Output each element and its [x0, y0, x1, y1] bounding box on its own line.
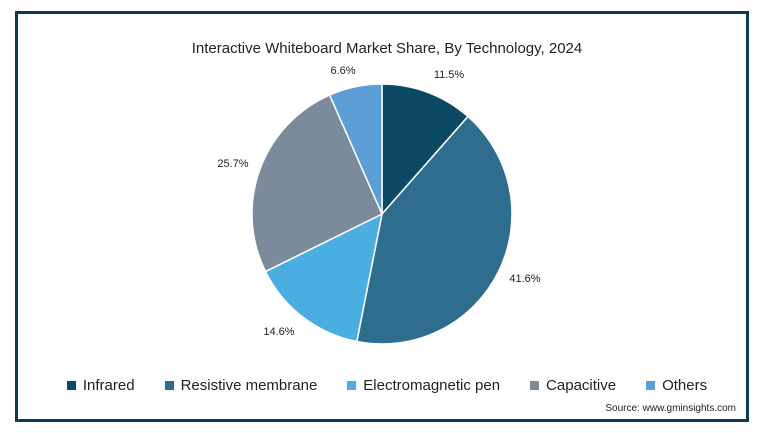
legend-label-others: Others — [662, 377, 708, 394]
legend-item-electromagnetic-pen: Electromagnetic pen — [347, 377, 500, 394]
data-label-resistive-membrane: 41.6% — [509, 273, 540, 285]
legend-swatch-resistive-membrane — [164, 381, 174, 390]
source-note: Source: www.gminsights.com — [605, 403, 736, 414]
pie-slice-capacitive — [251, 94, 383, 273]
legend-item-resistive-membrane: Resistive membrane — [164, 377, 318, 394]
legend-item-others: Others — [646, 377, 707, 394]
data-label-infrared: 11.5% — [434, 69, 465, 81]
legend: Infrared Resistive membrane Electromagne… — [0, 377, 774, 394]
legend-label-infrared: Infrared — [82, 377, 135, 394]
data-label-others: 6.6% — [330, 65, 355, 77]
legend-swatch-capacitive — [530, 381, 540, 390]
pie-slice-others — [328, 83, 383, 215]
data-label-electromagnetic-pen: 14.6% — [263, 326, 294, 338]
legend-swatch-infrared — [66, 381, 76, 390]
legend-item-capacitive: Capacitive — [530, 377, 616, 394]
pie-slice-infrared — [381, 83, 470, 216]
legend-label-electromagnetic-pen: Electromagnetic pen — [363, 377, 501, 394]
data-label-capacitive: 25.7% — [217, 158, 248, 170]
legend-label-capacitive: Capacitive — [546, 377, 617, 394]
chart-title: Interactive Whiteboard Market Share, By … — [191, 40, 583, 57]
pie-slice-electromagnetic-pen — [264, 212, 384, 343]
pie-slice-resistive-membrane — [355, 115, 513, 345]
legend-swatch-others — [646, 381, 656, 390]
legend-item-infrared: Infrared — [66, 377, 135, 394]
legend-swatch-electromagnetic-pen — [347, 381, 357, 390]
legend-label-resistive-membrane: Resistive membrane — [180, 377, 318, 394]
